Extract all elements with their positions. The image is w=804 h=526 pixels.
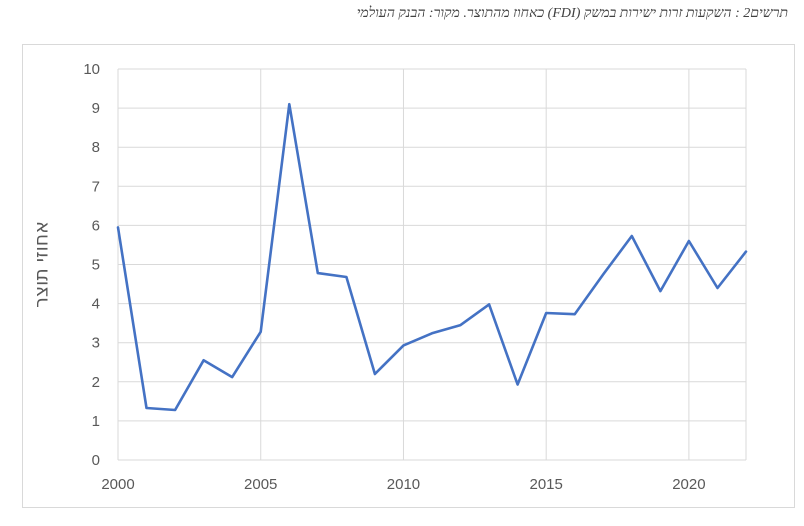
y-tick-label: 5 [92, 257, 100, 274]
chart-caption: תרשים2 : השקעות זרות ישירות במשק (FDI) כ… [356, 6, 788, 21]
y-tick-label: 7 [92, 178, 100, 195]
x-tick-label: 2005 [244, 476, 277, 493]
grid-lines [117, 68, 747, 461]
y-tick-label: 6 [92, 217, 100, 234]
y-tick-label: 4 [92, 296, 100, 313]
x-tick-label: 2000 [101, 476, 134, 493]
y-tick-labels: 0 1 2 3 4 5 6 7 8 9 10 [83, 61, 100, 469]
x-tick-label: 2010 [387, 476, 420, 493]
y-tick-label: 1 [92, 413, 100, 430]
y-tick-label: 2 [92, 374, 100, 391]
y-tick-label: 0 [92, 452, 100, 469]
series-line [116, 102, 748, 412]
chart-frame [22, 44, 795, 508]
x-tick-label: 2020 [672, 476, 705, 493]
y-tick-label: 10 [83, 61, 100, 78]
y-tick-label: 3 [92, 335, 100, 352]
x-tick-labels: 2000 2005 2010 2015 2020 [101, 476, 705, 493]
data-series [116, 102, 748, 412]
x-tick-label: 2015 [529, 476, 562, 493]
y-tick-label: 9 [92, 100, 100, 117]
y-axis-label: אחוזי תוצר [31, 221, 53, 308]
y-tick-label: 8 [92, 139, 100, 156]
